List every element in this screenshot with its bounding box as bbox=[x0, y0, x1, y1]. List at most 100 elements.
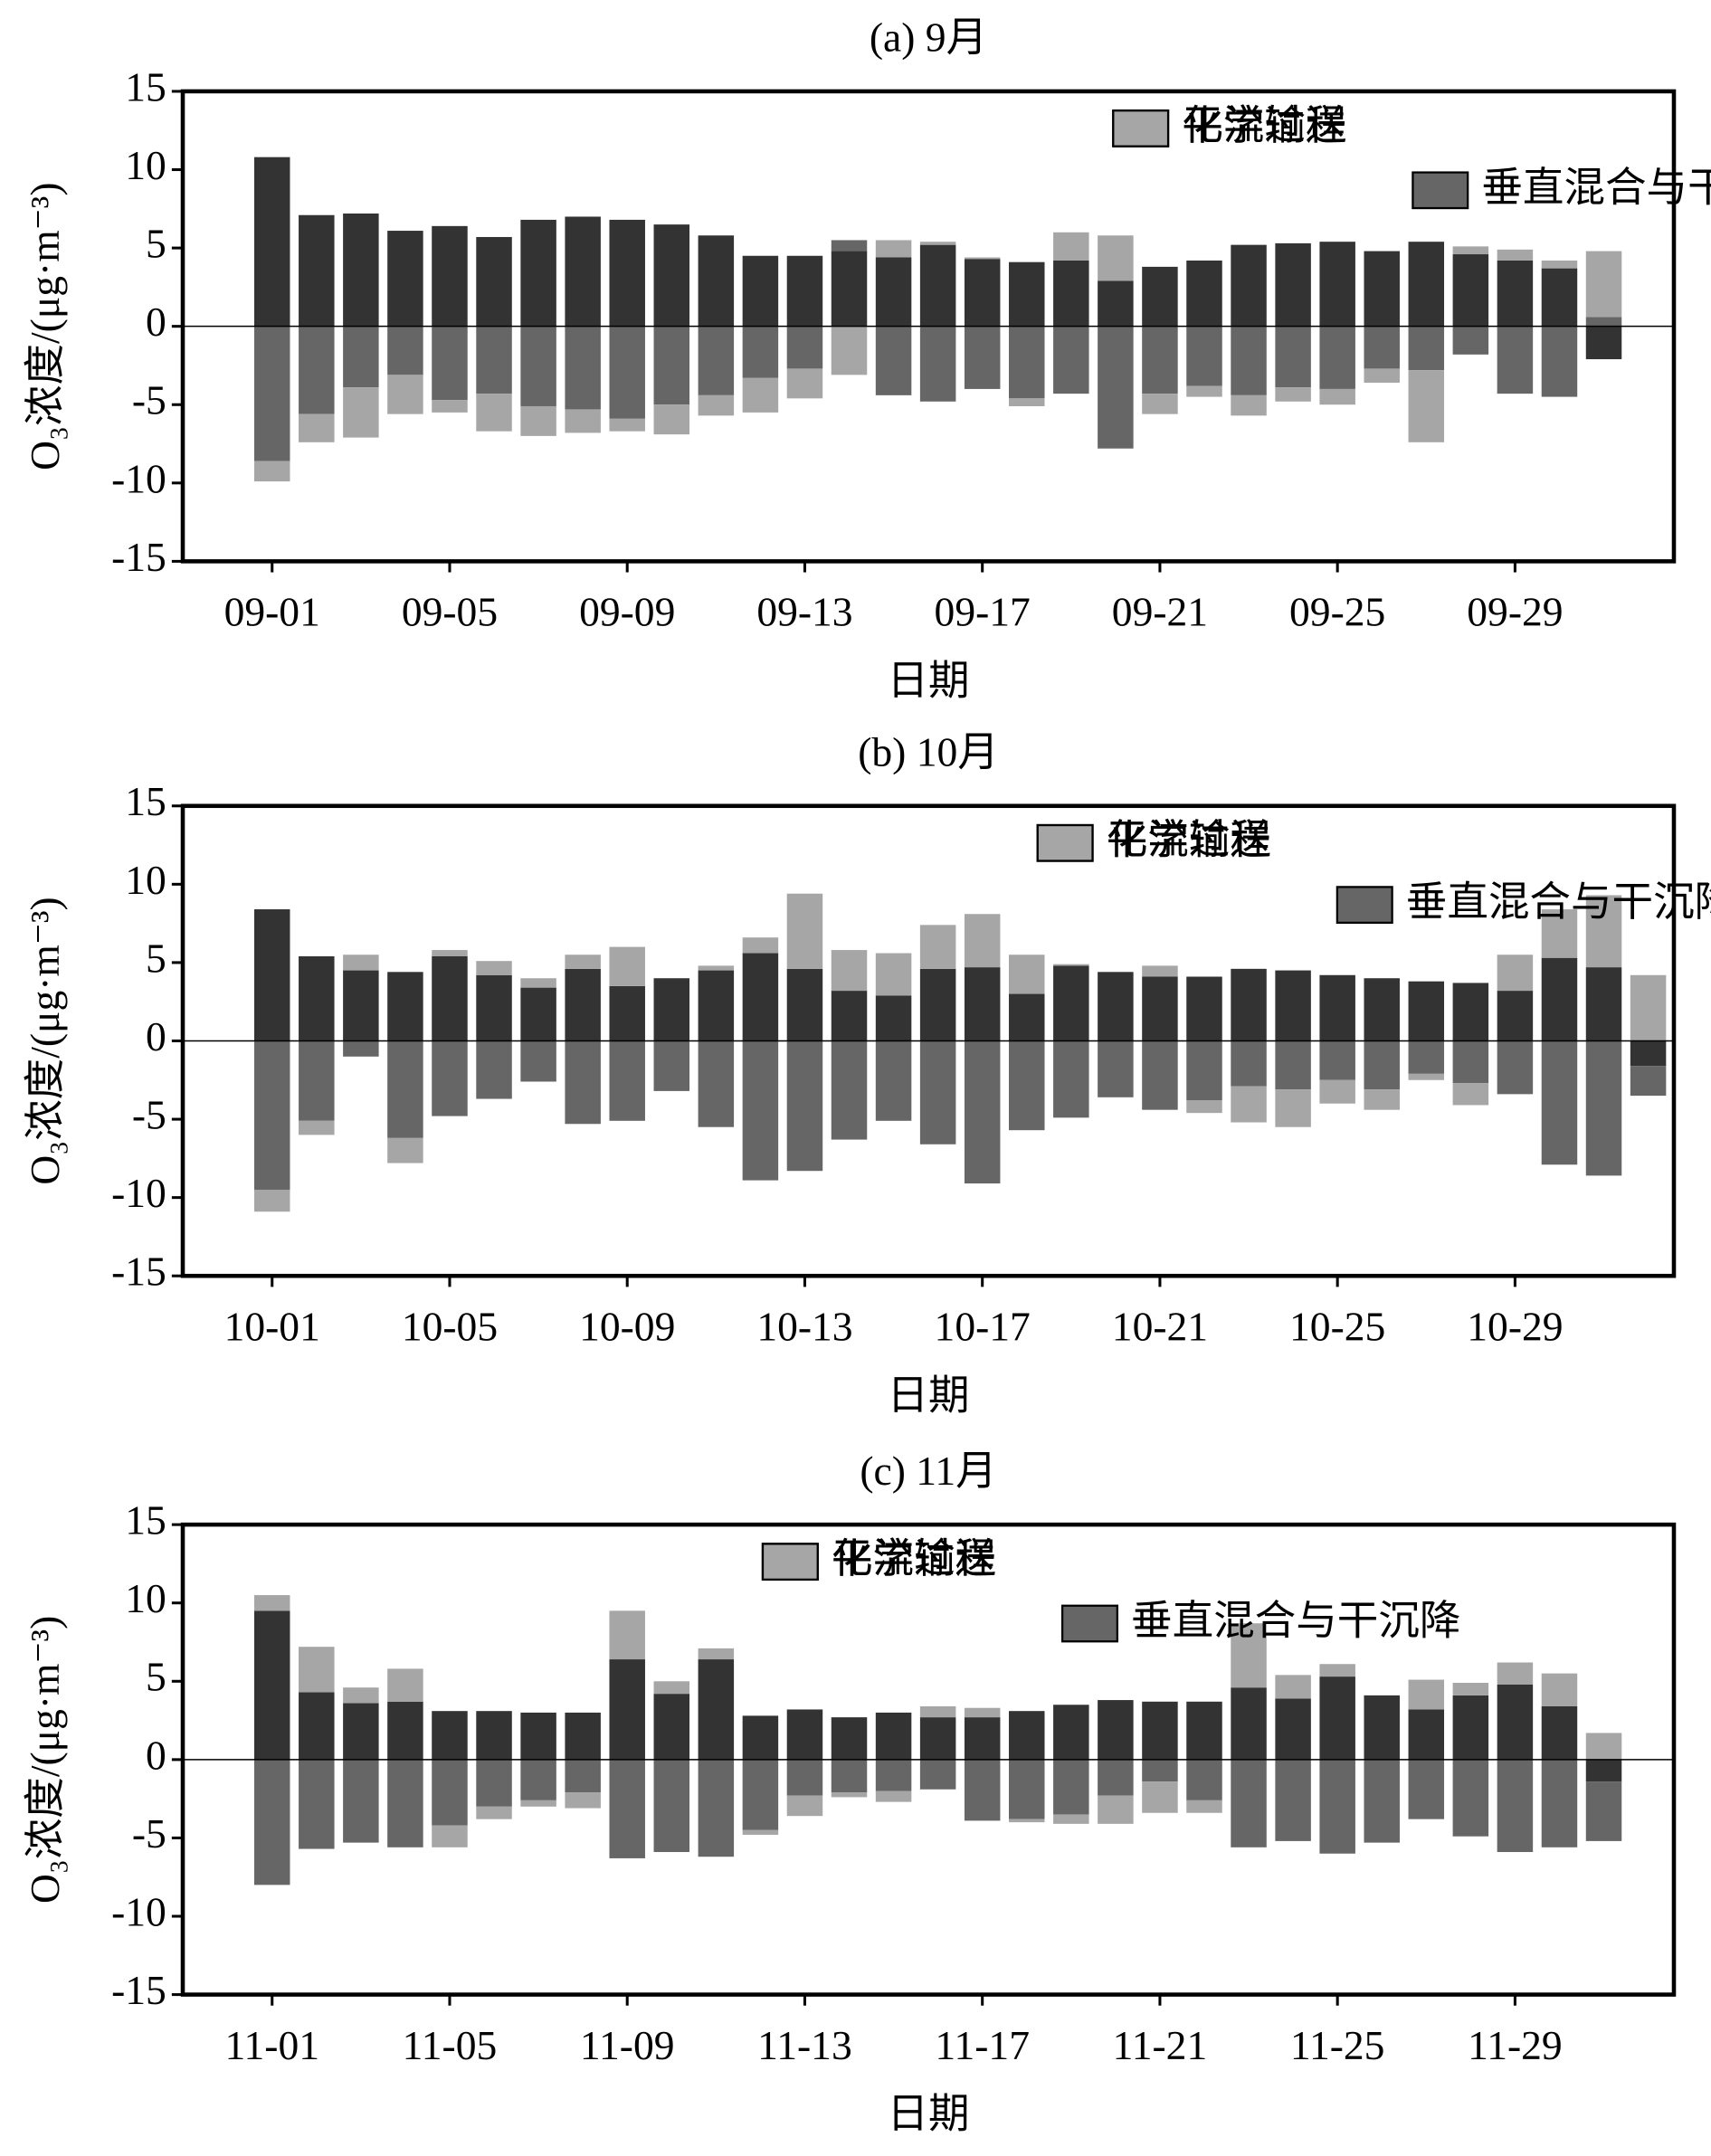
bar bbox=[653, 326, 690, 405]
bar bbox=[1585, 1040, 1622, 1176]
chart-title: (c) 11月 bbox=[860, 1448, 996, 1494]
bar bbox=[698, 1648, 735, 1660]
bar bbox=[432, 1825, 468, 1847]
bar bbox=[299, 1647, 335, 1693]
bar bbox=[875, 326, 912, 395]
bar bbox=[1275, 387, 1311, 402]
bar bbox=[742, 1829, 779, 1835]
bar bbox=[1053, 965, 1089, 1041]
bar bbox=[831, 326, 868, 375]
bar bbox=[299, 1692, 335, 1760]
bar bbox=[964, 914, 1001, 968]
bar bbox=[432, 1040, 468, 1116]
bar bbox=[1497, 249, 1534, 261]
bar bbox=[1319, 326, 1355, 389]
bar bbox=[698, 970, 735, 1041]
bar bbox=[1142, 1701, 1178, 1760]
y-tick-label: -15 bbox=[111, 1249, 166, 1295]
y-tick-label: 15 bbox=[125, 63, 166, 109]
x-tick-label: 11-13 bbox=[757, 2022, 852, 2068]
bar bbox=[520, 326, 556, 406]
bar bbox=[253, 909, 290, 1041]
bar bbox=[476, 394, 512, 432]
bar bbox=[520, 987, 556, 1041]
bar bbox=[1452, 246, 1489, 255]
bar bbox=[343, 1687, 379, 1704]
bar bbox=[1142, 965, 1178, 977]
bar bbox=[565, 968, 601, 1041]
bar bbox=[609, 1610, 645, 1660]
bar bbox=[1364, 1089, 1400, 1110]
plot-frame bbox=[180, 1522, 1677, 1997]
bar bbox=[1319, 1759, 1355, 1854]
bar bbox=[520, 405, 556, 436]
bar bbox=[520, 1040, 556, 1082]
bar bbox=[299, 1759, 335, 1849]
bar bbox=[1497, 1662, 1534, 1685]
bar bbox=[1452, 254, 1489, 327]
legend-label: 化学过程 bbox=[832, 1535, 996, 1581]
x-tick-label: 10-21 bbox=[1112, 1303, 1208, 1349]
bar bbox=[698, 326, 735, 395]
bar bbox=[919, 1040, 956, 1144]
bar bbox=[343, 970, 379, 1041]
bar bbox=[919, 968, 956, 1041]
legend-label: 垂直混合与干沉降 bbox=[1481, 164, 1711, 210]
bar bbox=[1231, 244, 1267, 327]
bar bbox=[831, 1759, 868, 1793]
bar bbox=[1408, 1759, 1445, 1819]
bar bbox=[698, 235, 735, 327]
bar bbox=[1186, 1759, 1222, 1800]
legend-label: 垂直混合与干沉降 bbox=[1131, 1597, 1460, 1643]
y-tick-label: -10 bbox=[111, 1170, 166, 1216]
bar bbox=[1053, 1705, 1089, 1760]
legend-label: 平流输送 bbox=[832, 1535, 996, 1581]
x-tick-label: 09-09 bbox=[579, 589, 675, 635]
y-tick-label: 10 bbox=[125, 1575, 166, 1621]
bar bbox=[698, 1759, 735, 1857]
bar bbox=[1364, 368, 1400, 384]
bar bbox=[520, 978, 556, 988]
bar bbox=[476, 1759, 512, 1807]
bar bbox=[1408, 1040, 1445, 1074]
bar bbox=[476, 974, 512, 1041]
x-axis-label: 日期 bbox=[887, 2091, 969, 2137]
bar bbox=[253, 1595, 290, 1611]
y-tick-label: 5 bbox=[146, 221, 166, 267]
bar bbox=[1142, 1040, 1178, 1110]
bar bbox=[875, 1759, 912, 1791]
bar bbox=[1541, 268, 1578, 327]
bar bbox=[698, 1659, 735, 1760]
bar bbox=[1585, 1759, 1622, 1782]
bar bbox=[609, 326, 645, 419]
bar bbox=[565, 1712, 601, 1760]
legend-swatch bbox=[1112, 109, 1170, 147]
bar bbox=[432, 326, 468, 401]
bar bbox=[1231, 394, 1267, 416]
bar bbox=[565, 326, 601, 410]
bar bbox=[1142, 394, 1178, 414]
bar bbox=[875, 1040, 912, 1121]
chart-title: (a) 9月 bbox=[870, 14, 987, 61]
y-tick-label: 15 bbox=[125, 1497, 166, 1543]
bar bbox=[1186, 976, 1222, 1041]
bar bbox=[1452, 326, 1489, 355]
bar bbox=[964, 1759, 1001, 1821]
bar bbox=[1585, 895, 1622, 968]
bar bbox=[387, 1759, 423, 1847]
bar bbox=[1408, 242, 1445, 327]
x-tick-label: 11-25 bbox=[1290, 2022, 1385, 2068]
x-tick-label: 09-25 bbox=[1289, 589, 1385, 635]
bar bbox=[1364, 326, 1400, 369]
bar bbox=[253, 1759, 290, 1885]
bar bbox=[387, 1701, 423, 1760]
y-tick-label: -5 bbox=[132, 1092, 166, 1138]
bar bbox=[698, 1040, 735, 1127]
bar bbox=[653, 1759, 690, 1853]
bar bbox=[786, 1759, 823, 1796]
bar bbox=[1541, 1705, 1578, 1760]
x-tick-label: 09-13 bbox=[756, 589, 852, 635]
bar bbox=[1009, 326, 1045, 399]
bar bbox=[1497, 1040, 1534, 1095]
x-tick-label: 10-25 bbox=[1289, 1303, 1385, 1349]
